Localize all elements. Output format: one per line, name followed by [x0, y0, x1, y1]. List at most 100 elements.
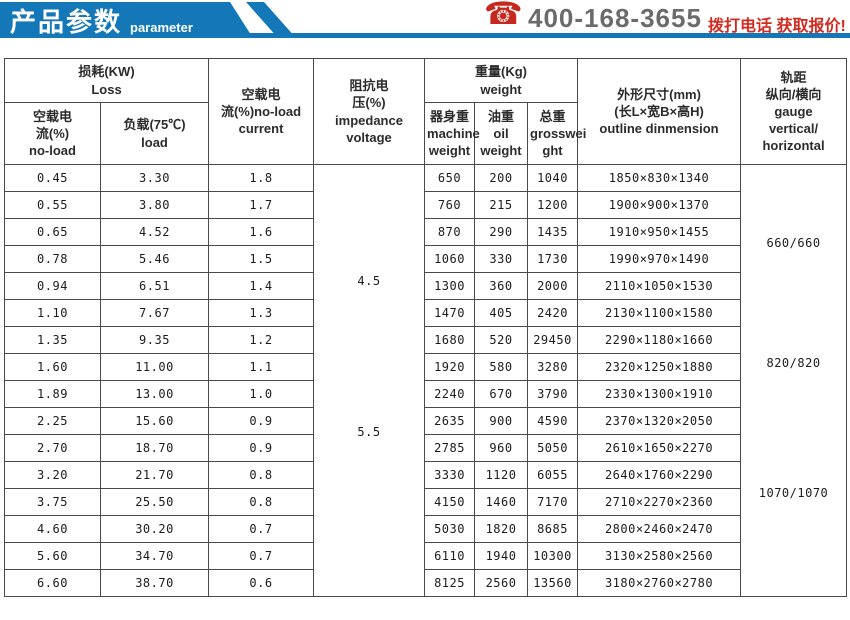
header-line: Loss: [91, 81, 122, 97]
table-cell: 520: [474, 326, 529, 354]
gauge-merged-cell: 660/660 820/820 1070/1070: [740, 164, 848, 597]
table-cell: 360: [474, 272, 529, 300]
table-cell: 405: [474, 299, 529, 327]
table-cell: 21.70: [99, 461, 210, 489]
header-line: weight: [428, 143, 471, 159]
header-line: 油重: [488, 108, 515, 124]
table-cell: 5030: [424, 515, 476, 543]
table-row: 0.94 6.51 1.4 1300 360 2000 2110×1050×1530: [4, 272, 847, 300]
phone-number[interactable]: 400-168-3655: [528, 3, 702, 33]
header-gross-weight: 总重 grosswei ght: [527, 102, 587, 165]
table-cell: 900: [474, 407, 529, 435]
table-cell: 2110×1050×1530: [577, 272, 742, 300]
table-cell: 2610×1650×2270: [577, 434, 742, 462]
table-cell: 2240: [424, 380, 476, 408]
table-row: 6.60 38.70 0.6 8125 2560 13560 3180×2760×2780: [4, 569, 847, 597]
header-line: 外形尺寸(mm): [617, 86, 701, 102]
table-cell: 1470: [424, 299, 476, 327]
call-cta-text[interactable]: 拨打电话 获取报价!: [708, 18, 846, 35]
table-cell: 1300: [424, 272, 476, 300]
header-line: 损耗(KW): [78, 64, 135, 80]
table-cell: 13560: [527, 569, 579, 597]
table-cell: 1.4: [208, 272, 315, 300]
table-row: 2.70 18.70 0.9 2785 960 5050 2610×1650×2270: [4, 434, 847, 462]
table-cell: 2710×2270×2360: [577, 488, 742, 516]
table-cell: 2.25: [4, 407, 101, 435]
header-line: load: [141, 134, 168, 150]
merged-cell-value: 5.5: [357, 425, 381, 440]
table-cell: 8125: [424, 569, 476, 597]
header-load-loss: 负载(75℃) load: [99, 102, 210, 165]
table-cell: 15.60: [99, 407, 210, 435]
table-cell: 200: [474, 164, 529, 192]
table-cell: 1.10: [4, 299, 101, 327]
table-cell: 34.70: [99, 542, 210, 570]
table-cell: 1900×900×1370: [577, 191, 742, 219]
table-cell: 1820: [474, 515, 529, 543]
table-cell: 1730: [527, 245, 579, 273]
product-parameter-table: 损耗(KW) Loss 空载电 流(%)no-load current 阻抗电 …: [3, 58, 848, 597]
header-line: voltage: [346, 129, 392, 145]
table-cell: 0.9: [208, 407, 315, 435]
table-cell: 1850×830×1340: [577, 164, 742, 192]
header-line: weight: [480, 81, 522, 97]
table-row: 4.60 30.20 0.7 5030 1820 8685 2800×2460×2470: [4, 515, 847, 543]
table-cell: 3280: [527, 353, 579, 381]
table-row: 5.60 34.70 0.7 6110 1940 10300 3130×2580×2560: [4, 542, 847, 570]
table-cell: 1120: [474, 461, 529, 489]
table-cell: 650: [424, 164, 476, 192]
header-line: grosswei: [530, 125, 587, 141]
table-cell: 18.70: [99, 434, 210, 462]
table-cell: 3.20: [4, 461, 101, 489]
table-cell: 8685: [527, 515, 579, 543]
table-cell: 1.89: [4, 380, 101, 408]
table-cell: 13.00: [99, 380, 210, 408]
table-cell: 330: [474, 245, 529, 273]
table-cell: 760: [424, 191, 476, 219]
table-cell: 2370×1320×2050: [577, 407, 742, 435]
header-line: outline dinmension: [599, 121, 719, 137]
header-line: 重量(Kg): [475, 64, 528, 80]
merged-cell-value: 4.5: [357, 274, 381, 289]
table-row: 1.10 7.67 1.3 1470 405 2420 2130×1100×1580: [4, 299, 847, 327]
table-cell: 2800×2460×2470: [577, 515, 742, 543]
header-dimensions: 外形尺寸(mm) (长L×宽B×高H) outline dinmension: [577, 58, 742, 165]
header-line: 器身重: [430, 108, 470, 124]
table-row: 1.35 9.35 1.2 1680 520 29450 2290×1180×1660: [4, 326, 847, 354]
table-cell: 5050: [527, 434, 579, 462]
table-cell: 960: [474, 434, 529, 462]
header-line: 轨距: [780, 69, 807, 85]
table-cell: 1990×970×1490: [577, 245, 742, 273]
header-line: 总重: [539, 108, 566, 124]
table-cell: 1460: [474, 488, 529, 516]
header-line: 流(%): [35, 125, 70, 141]
table-cell: 38.70: [99, 569, 210, 597]
page-title-en: parameter: [130, 19, 193, 35]
table-cell: 3.80: [99, 191, 210, 219]
table-cell: 2785: [424, 434, 476, 462]
table-cell: 5.60: [4, 542, 101, 570]
table-cell: 0.8: [208, 488, 315, 516]
table-cell: 4590: [527, 407, 579, 435]
table-cell: 6.51: [99, 272, 210, 300]
table-cell: 3790: [527, 380, 579, 408]
table-cell: 0.55: [4, 191, 101, 219]
merged-cell-value: 1070/1070: [758, 485, 829, 500]
header-weight-group: 重量(Kg) weight: [424, 58, 579, 103]
header-gauge: 轨距 纵向/横向 gauge vertical/ horizontal: [740, 58, 848, 165]
table-cell: 3180×2760×2780: [577, 569, 742, 597]
table-cell: 1.3: [208, 299, 315, 327]
table-row: 1.89 13.00 1.0 2240 670 3790 2330×1300×1910: [4, 380, 847, 408]
table-cell: 10300: [527, 542, 579, 570]
header-line: impedance: [335, 112, 403, 128]
table-row: 3.20 21.70 0.8 3330 1120 6055 2640×1760×2290: [4, 461, 847, 489]
table-cell: 2.70: [4, 434, 101, 462]
phone-icon: ☎: [484, 0, 523, 31]
header-no-load-loss: 空载电 流(%) no-load: [4, 102, 101, 165]
table-cell: 1680: [424, 326, 476, 354]
table-cell: 1.60: [4, 353, 101, 381]
table-cell: 1040: [527, 164, 579, 192]
table-cell: 7.67: [99, 299, 210, 327]
table-row: 1.60 11.00 1.1 1920 580 3280 2320×1250×1880: [4, 353, 847, 381]
table-cell: 2330×1300×1910: [577, 380, 742, 408]
